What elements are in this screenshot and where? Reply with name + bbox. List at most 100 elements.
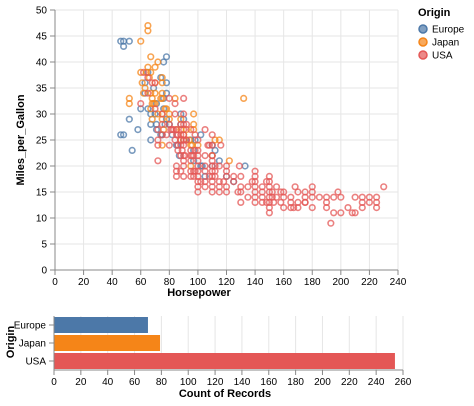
scatter-point	[134, 126, 142, 134]
scatter-x-tick-label: 120	[218, 277, 235, 288]
scatter-point	[272, 183, 281, 191]
scatter-x-tick-label: 100	[190, 277, 207, 288]
scatter-point	[217, 141, 225, 149]
bar-x-axis-title: Count of Records	[179, 388, 271, 400]
scatter-point	[380, 183, 388, 191]
bar-panel[interactable]: 0 20 40 60 80 100 120 140 160 180 200 220 240 260 Eur…	[5, 316, 412, 400]
scatter-point	[158, 110, 166, 118]
scatter-point	[208, 131, 216, 139]
scatter-point	[235, 162, 243, 170]
series-usa	[137, 68, 388, 227]
scatter-point	[162, 105, 171, 113]
scatter-point	[154, 58, 162, 66]
scatter-point	[198, 162, 206, 170]
scatter-point	[144, 27, 152, 35]
scatter-point	[208, 157, 216, 165]
origin-legend[interactable]: Origin Europe Japan USA	[418, 7, 465, 62]
scatter-point	[301, 198, 309, 206]
scatter-y-tick-label: 20	[36, 162, 48, 173]
scatter-point	[180, 136, 188, 144]
scatter-point	[157, 94, 165, 102]
scatter-point	[244, 193, 252, 201]
scatter-point	[277, 198, 285, 206]
scatter-point	[138, 79, 146, 87]
scatter-point	[158, 73, 166, 82]
scatter-point	[201, 183, 209, 191]
scatter-point	[191, 167, 199, 175]
scatter-point	[372, 198, 381, 206]
scatter-point	[180, 110, 188, 118]
scatter-point	[348, 209, 356, 217]
legend-label-europe: Europe	[432, 25, 465, 36]
scatter-point	[201, 126, 209, 134]
scatter-point	[234, 188, 242, 196]
scatter-x-tick-label: 140	[247, 277, 264, 288]
scatter-y-tick-label: 10	[36, 214, 48, 225]
scatter-point	[177, 167, 185, 175]
scatter-point	[180, 126, 188, 134]
scatter-y-axis-title: Miles_per_Gallon	[15, 94, 27, 185]
scatter-point	[201, 167, 209, 175]
scatter-point	[248, 178, 256, 186]
scatter-point	[337, 209, 345, 217]
bar-x-tick-label: 100	[180, 377, 197, 388]
scatter-point	[140, 68, 148, 76]
scatter-y-tick-label: 15	[36, 188, 48, 199]
scatter-point	[225, 157, 233, 165]
bar-x-tick-label: 80	[156, 377, 168, 388]
scatter-point	[205, 141, 213, 149]
scatter-y-tick-label: 40	[36, 58, 48, 69]
scatter-point	[251, 198, 259, 206]
bar-x-tick-label: 20	[75, 377, 87, 388]
scatter-point	[187, 126, 195, 134]
scatter-point	[162, 53, 171, 61]
scatter-point	[268, 188, 276, 196]
scatter-point	[162, 79, 171, 87]
bar-japan	[54, 335, 161, 351]
scatter-point	[194, 136, 202, 144]
bar-y-tick-label: Japan	[19, 339, 46, 350]
scatter-point	[191, 146, 199, 154]
legend-label-usa: USA	[432, 51, 453, 62]
scatter-point	[148, 115, 156, 123]
scatter-panel[interactable]: 0 20 40 60 80 100 120 140 160 180 200 220 240 0 5 10 15…	[15, 6, 407, 300]
scatter-point	[280, 188, 288, 196]
scatter-point	[119, 131, 128, 139]
scatter-point	[171, 110, 179, 118]
scatter-point	[190, 120, 198, 128]
bar-x-tick-label: 240	[368, 377, 385, 388]
scatter-point	[315, 193, 323, 201]
scatter-point	[322, 198, 331, 206]
scatter-point	[147, 53, 155, 61]
scatter-point	[208, 141, 216, 149]
bar-y-axis-title: Origin	[5, 326, 17, 359]
scatter-point	[191, 131, 199, 139]
scatter-point	[182, 120, 191, 128]
scatter-point	[327, 219, 335, 227]
scatter-point	[334, 188, 342, 196]
bar-europe	[54, 317, 148, 333]
scatter-point	[158, 120, 166, 128]
scatter-point	[168, 126, 176, 134]
scatter-point	[165, 141, 173, 149]
scatter-point	[290, 204, 298, 212]
scatter-point	[258, 198, 266, 206]
scatter-point	[148, 79, 156, 87]
scatter-point	[180, 172, 188, 180]
bar-x-axis: 0 20 40 60 80 100 120 140 160 180 200 220 240 260	[51, 369, 412, 388]
bar-x-tick-label: 220	[341, 377, 358, 388]
scatter-point	[147, 136, 155, 144]
scatter-point	[117, 131, 125, 139]
scatter-point	[244, 183, 252, 191]
bar-x-tick-label: 0	[51, 377, 57, 388]
scatter-point	[270, 198, 278, 206]
scatter-point	[171, 99, 179, 108]
legend-swatch-europe	[418, 24, 428, 34]
scatter-x-tick-label: 40	[107, 277, 119, 288]
scatter-point	[280, 204, 288, 212]
scatter-point	[265, 204, 273, 212]
scatter-point	[151, 89, 159, 97]
scatter-point	[291, 183, 299, 191]
scatter-y-tick-label: 35	[36, 84, 48, 95]
bar-x-tick-label: 60	[129, 377, 141, 388]
